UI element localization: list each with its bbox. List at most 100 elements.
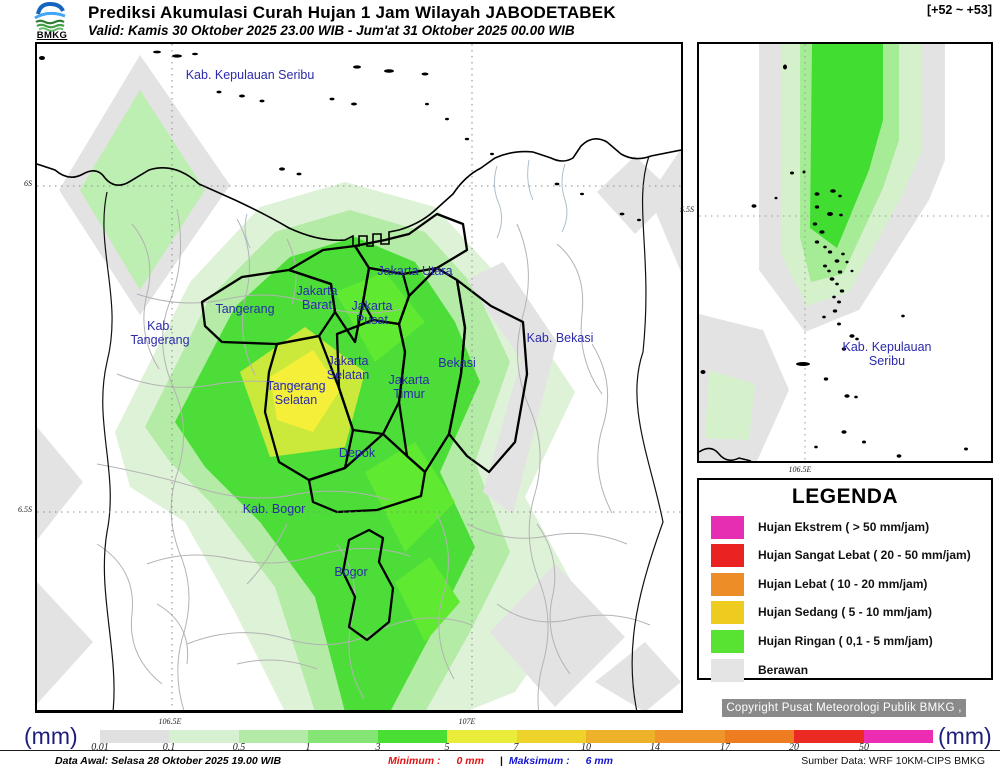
scale-segment [655, 730, 725, 743]
map-label-jakarta-selatan: Jakarta Selatan [326, 354, 370, 382]
scale-segment [585, 730, 656, 743]
swatch-hujan-sangat-lebat [711, 543, 744, 567]
inset-label-kab-kepulauan-seribu: Kab. Kepulauan Seribu [842, 340, 932, 368]
scale-segment [863, 730, 934, 743]
map-label-kab-bekasi: Kab. Bekasi [526, 331, 594, 345]
map-label-depok: Depok [338, 446, 376, 460]
scale-tick: 3 [375, 742, 381, 753]
scale-tick: 0.5 [232, 742, 246, 753]
legend-label: Hujan Ringan ( 0,1 - 5 mm/jam) [758, 634, 933, 648]
copyright-bar: Copyright Pusat Meteorologi Publik BMKG … [722, 699, 966, 732]
rivers [244, 159, 568, 249]
sumber-data-text: Sumber Data: WRF 10KM-CIPS BMKG [801, 755, 985, 767]
scale-segment [169, 730, 239, 743]
scale-tick: 50 [859, 742, 869, 753]
coastline [37, 138, 681, 247]
legend-label: Berawan [758, 663, 809, 677]
legend-label: Hujan Lebat ( 10 - 20 mm/jam) [758, 577, 928, 591]
scale-tick: 0.01 [91, 742, 109, 753]
legend-label: Hujan Ekstrem ( > 50 mm/jam) [758, 520, 930, 534]
forecast-lead-time: [+52 ~ +53] [927, 3, 992, 17]
scale-tick-labels: 0.01 0.1 0.5 1 3 5 7 10 14 17 20 50 [91, 742, 933, 753]
rain-field [37, 55, 681, 710]
bmkg-logo-icon [34, 1, 66, 32]
bmkg-logo: BMKG [28, 1, 76, 43]
lon-tick-106-5e: 106.5E [158, 717, 182, 726]
legend-box: LEGENDA Hujan Ekstrem ( > 50 mm/jam) Huj… [697, 478, 993, 682]
scale-segment [238, 730, 309, 743]
swatch-berawan [711, 658, 744, 682]
legend-label: Hujan Sedang ( 5 - 10 mm/jam) [758, 605, 933, 619]
inset-lat-tick: 5.5S [680, 205, 694, 214]
min-max-values: Minimum : 0 mm | Maksimum : 6 mm [388, 755, 623, 767]
minmax-separator: | [499, 755, 503, 767]
swatch-hujan-lebat [711, 572, 744, 596]
footer-bar: Data Awal: Selasa 28 Oktober 2025 19.00 … [0, 752, 1000, 769]
legend-item-berawan: Berawan [711, 658, 808, 682]
scale-tick: 5 [444, 742, 450, 753]
district-boundaries [96, 208, 651, 710]
scale-tick: 20 [789, 742, 799, 753]
map-label-jakarta-utara: Jakarta Utara [377, 264, 453, 278]
map-label-kab-bogor: Kab. Bogor [242, 502, 306, 516]
lon-tick-107e: 107E [458, 717, 476, 726]
scale-tick: 0.1 [162, 742, 176, 753]
footer-divider [0, 750, 1000, 751]
inset-map-kepulauan-seribu [697, 42, 993, 463]
maksimum-value: 6 mm [585, 755, 614, 767]
map-label-jakarta-barat: Jakarta Barat [296, 284, 338, 312]
scale-tick: 17 [720, 742, 730, 753]
swatch-hujan-sedang [711, 600, 744, 624]
inset-rain-field [699, 44, 945, 461]
scale-tick: 7 [513, 742, 519, 753]
data-awal-text: Data Awal: Selasa 28 Oktober 2025 19.00 … [55, 755, 282, 767]
legend-title: LEGENDA [791, 485, 899, 508]
scale-segment [794, 730, 864, 743]
main-map [35, 42, 683, 713]
legend-item-ringan: Hujan Ringan ( 0,1 - 5 mm/jam) [711, 629, 933, 653]
inset-islands [700, 64, 968, 458]
scale-segment [100, 730, 170, 743]
lat-tick-6s: 6S [24, 179, 32, 188]
legend-item-sedang: Hujan Sedang ( 5 - 10 mm/jam) [711, 600, 932, 624]
map-label-tangerang: Tangerang [215, 302, 275, 316]
map-label-jakarta-pusat: Jakarta Pusat [351, 299, 393, 327]
inset-coastline [699, 447, 752, 461]
scale-tick: 10 [581, 742, 591, 753]
bmkg-logo-text: BMKG [36, 30, 68, 41]
legend-label: Hujan Sangat Lebat ( 20 - 50 mm/jam) [758, 548, 971, 562]
scale-unit-left: (mm) [24, 723, 78, 749]
legend-item-lebat: Hujan Lebat ( 10 - 20 mm/jam) [711, 572, 927, 596]
scale-segment [516, 730, 586, 743]
minimum-value: 0 mm [456, 755, 484, 767]
swatch-hujan-ringan [711, 629, 744, 653]
city-boundaries [200, 212, 529, 642]
kabupaten-boundaries [102, 155, 664, 710]
map-label-tangerang-selatan: Tangerang Selatan [266, 379, 326, 407]
legend-item-sangat-lebat: Hujan Sangat Lebat ( 20 - 50 mm/jam) [711, 543, 971, 567]
map-label-kab-kepulauan-seribu: Kab. Kepulauan Seribu [185, 68, 315, 82]
swatch-hujan-ekstrem [711, 515, 744, 539]
inset-lon-tick: 106.5E [788, 465, 812, 474]
scale-unit-right: (mm) [938, 723, 992, 749]
scale-segment [308, 730, 378, 743]
minimum-label: Minimum : [388, 755, 441, 767]
maksimum-label: Maksimum : [508, 755, 570, 767]
main-map-canvas [37, 44, 681, 710]
inset-graticule [699, 44, 991, 461]
islands [39, 50, 641, 222]
inset-map-canvas [699, 44, 991, 461]
map-label-kab-tangerang: Kab. Tangerang [130, 319, 190, 347]
map-label-jakarta-timur: Jakarta Timur [388, 373, 430, 401]
scale-tick: 1 [305, 742, 311, 753]
map-label-bogor: Bogor [334, 565, 368, 579]
scale-segment [377, 730, 448, 743]
scale-segment [724, 730, 795, 743]
scale-tick: 14 [650, 742, 660, 753]
scale-segment [447, 730, 517, 743]
valid-period: Valid: Kamis 30 Oktober 2025 23.00 WIB -… [88, 23, 575, 38]
map-label-bekasi: Bekasi [438, 356, 476, 370]
lat-tick-6-5s: 6.5S [18, 505, 32, 514]
page-title: Prediksi Akumulasi Curah Hujan 1 Jam Wil… [88, 3, 616, 22]
